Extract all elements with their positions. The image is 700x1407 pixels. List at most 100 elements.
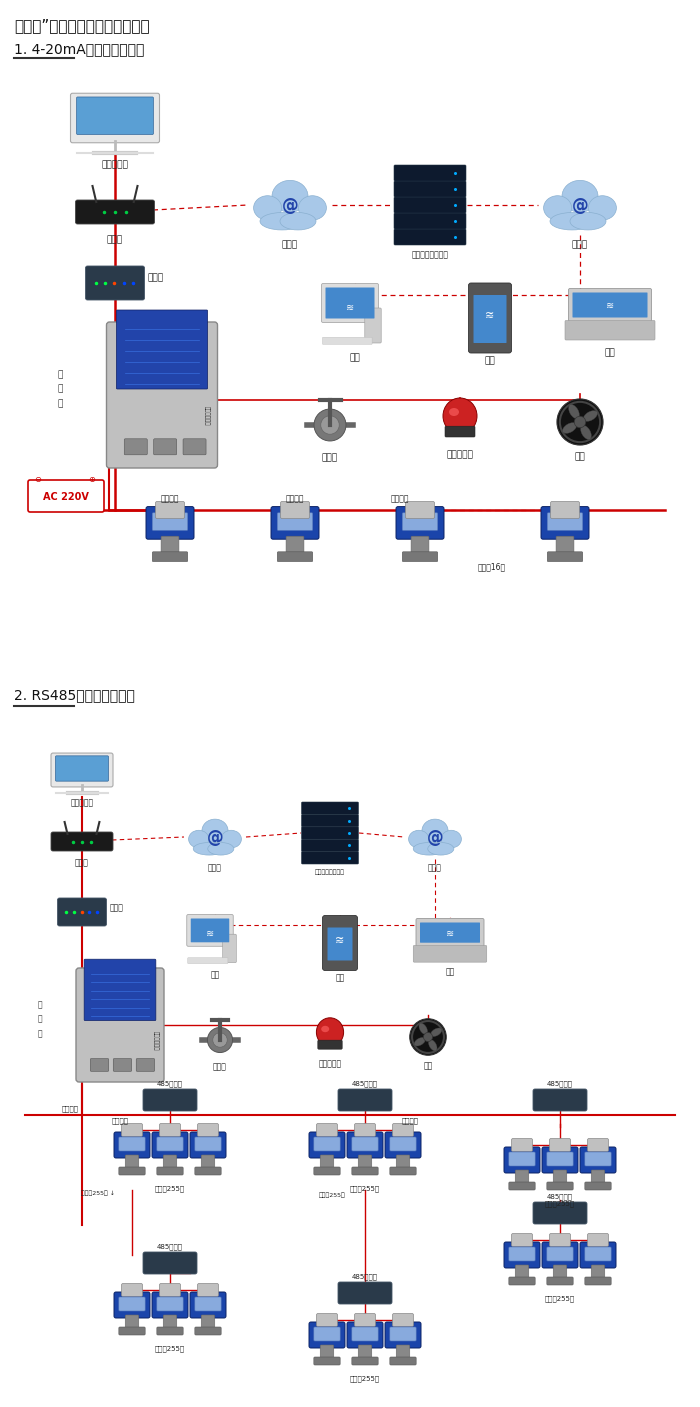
Text: ⊖: ⊖ [34, 476, 41, 484]
FancyBboxPatch shape [565, 321, 655, 340]
FancyBboxPatch shape [161, 536, 179, 559]
FancyBboxPatch shape [352, 1356, 378, 1365]
FancyBboxPatch shape [533, 1202, 587, 1224]
FancyBboxPatch shape [347, 1133, 383, 1158]
Text: 485中继器: 485中继器 [157, 1244, 183, 1249]
Ellipse shape [280, 212, 316, 229]
Text: 风机: 风机 [424, 1061, 433, 1069]
FancyBboxPatch shape [553, 1265, 567, 1283]
FancyBboxPatch shape [416, 919, 484, 947]
Circle shape [213, 1033, 228, 1047]
Text: 声光报警器: 声光报警器 [318, 1059, 342, 1068]
FancyBboxPatch shape [394, 197, 466, 212]
Text: 报警控制主机: 报警控制主机 [204, 407, 209, 426]
FancyBboxPatch shape [146, 507, 194, 539]
FancyBboxPatch shape [584, 1278, 611, 1285]
FancyBboxPatch shape [76, 200, 155, 224]
FancyBboxPatch shape [316, 1124, 337, 1137]
FancyBboxPatch shape [125, 1316, 139, 1332]
Text: 机气猫”系列带显示固定式检测仪: 机气猫”系列带显示固定式检测仪 [14, 18, 150, 32]
FancyBboxPatch shape [592, 1265, 605, 1283]
FancyBboxPatch shape [385, 1133, 421, 1158]
FancyBboxPatch shape [302, 802, 358, 815]
Circle shape [207, 1027, 232, 1052]
Ellipse shape [208, 843, 234, 855]
Ellipse shape [562, 180, 598, 212]
Text: ⊕: ⊕ [88, 476, 95, 484]
FancyBboxPatch shape [323, 338, 372, 345]
FancyBboxPatch shape [302, 839, 358, 851]
Ellipse shape [568, 405, 580, 419]
FancyBboxPatch shape [413, 946, 486, 962]
FancyBboxPatch shape [352, 1166, 378, 1175]
Text: 可连接255台: 可连接255台 [350, 1375, 380, 1382]
FancyBboxPatch shape [122, 1124, 143, 1137]
FancyBboxPatch shape [157, 1327, 183, 1335]
FancyBboxPatch shape [188, 958, 228, 964]
FancyBboxPatch shape [76, 97, 153, 135]
Text: 手机: 手机 [335, 974, 344, 982]
Ellipse shape [563, 422, 577, 433]
FancyBboxPatch shape [195, 1327, 221, 1335]
Ellipse shape [272, 180, 308, 212]
FancyBboxPatch shape [515, 1265, 528, 1283]
Circle shape [557, 400, 603, 445]
FancyBboxPatch shape [328, 927, 353, 961]
FancyBboxPatch shape [553, 1171, 567, 1188]
Text: 可连接255台: 可连接255台 [545, 1200, 575, 1207]
FancyBboxPatch shape [580, 1147, 616, 1173]
FancyBboxPatch shape [125, 1155, 139, 1173]
FancyBboxPatch shape [190, 1133, 226, 1158]
FancyBboxPatch shape [394, 229, 466, 245]
FancyBboxPatch shape [302, 827, 358, 839]
FancyBboxPatch shape [316, 1314, 337, 1327]
FancyBboxPatch shape [390, 1327, 416, 1341]
Ellipse shape [443, 398, 477, 433]
Text: 信号输出: 信号输出 [111, 1117, 129, 1124]
Ellipse shape [414, 1037, 426, 1045]
Ellipse shape [580, 425, 592, 439]
Text: 可连接255台: 可连接255台 [318, 1192, 345, 1197]
FancyBboxPatch shape [365, 308, 382, 343]
Text: 风机: 风机 [575, 452, 585, 461]
FancyBboxPatch shape [154, 439, 176, 454]
FancyBboxPatch shape [556, 536, 574, 559]
Text: 路由器: 路由器 [75, 858, 89, 867]
FancyBboxPatch shape [354, 1314, 375, 1327]
Text: 485中继器: 485中继器 [352, 1081, 378, 1088]
FancyBboxPatch shape [152, 1292, 188, 1318]
Text: 电脑: 电脑 [211, 969, 220, 979]
FancyBboxPatch shape [541, 507, 589, 539]
FancyBboxPatch shape [405, 501, 435, 519]
FancyBboxPatch shape [396, 1345, 410, 1363]
FancyBboxPatch shape [550, 501, 580, 519]
FancyBboxPatch shape [277, 512, 313, 530]
Ellipse shape [413, 843, 445, 855]
Text: ≋: ≋ [446, 929, 454, 938]
Ellipse shape [441, 830, 461, 848]
FancyBboxPatch shape [547, 1247, 573, 1261]
Ellipse shape [409, 830, 429, 848]
FancyBboxPatch shape [314, 1166, 340, 1175]
Text: 安帕尔网络服务器: 安帕尔网络服务器 [315, 870, 345, 875]
FancyBboxPatch shape [201, 1155, 215, 1173]
FancyBboxPatch shape [190, 919, 230, 943]
Ellipse shape [428, 1040, 437, 1051]
FancyBboxPatch shape [153, 512, 188, 530]
Ellipse shape [570, 212, 606, 229]
FancyBboxPatch shape [542, 1242, 578, 1268]
Text: 路由器: 路由器 [107, 235, 123, 243]
FancyBboxPatch shape [533, 1089, 587, 1112]
FancyBboxPatch shape [136, 1058, 155, 1071]
FancyBboxPatch shape [338, 1089, 392, 1112]
Text: 可连接255台: 可连接255台 [545, 1294, 575, 1301]
FancyBboxPatch shape [116, 310, 208, 388]
Text: 互联网: 互联网 [208, 862, 222, 872]
Text: 转换器: 转换器 [148, 273, 164, 283]
Text: 信号输出: 信号输出 [62, 1104, 78, 1112]
FancyBboxPatch shape [550, 1234, 570, 1247]
Text: 报警控制主机: 报警控制主机 [153, 1031, 158, 1051]
FancyBboxPatch shape [420, 923, 480, 943]
Text: 电脑: 电脑 [349, 353, 360, 362]
FancyBboxPatch shape [547, 512, 582, 530]
